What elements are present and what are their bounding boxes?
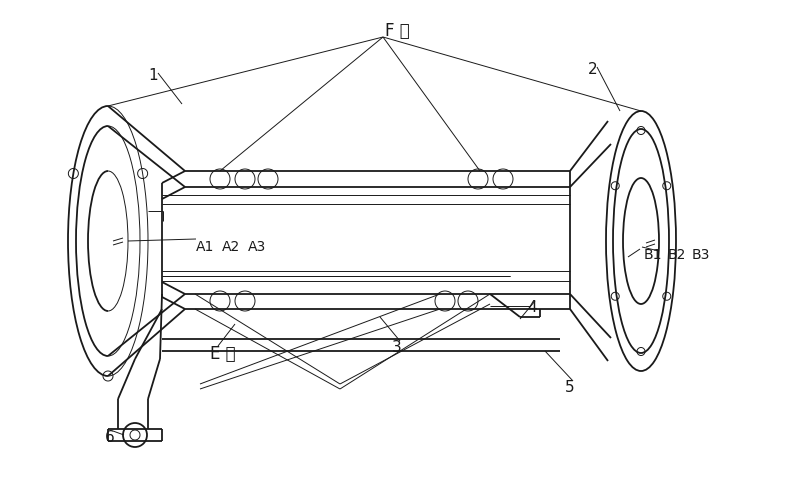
Text: B3: B3 <box>692 248 710 262</box>
Text: 2: 2 <box>588 62 598 77</box>
Text: B2: B2 <box>668 248 686 262</box>
Text: 3: 3 <box>392 339 402 354</box>
Text: 6: 6 <box>105 429 114 444</box>
Text: 1: 1 <box>148 68 158 83</box>
Text: A1: A1 <box>196 240 214 253</box>
Text: 4: 4 <box>527 300 537 314</box>
Text: E 面: E 面 <box>210 344 236 362</box>
Text: F 面: F 面 <box>385 22 410 40</box>
Text: B1: B1 <box>644 248 662 262</box>
Text: A3: A3 <box>248 240 266 253</box>
Text: 5: 5 <box>565 379 574 394</box>
Text: A2: A2 <box>222 240 240 253</box>
